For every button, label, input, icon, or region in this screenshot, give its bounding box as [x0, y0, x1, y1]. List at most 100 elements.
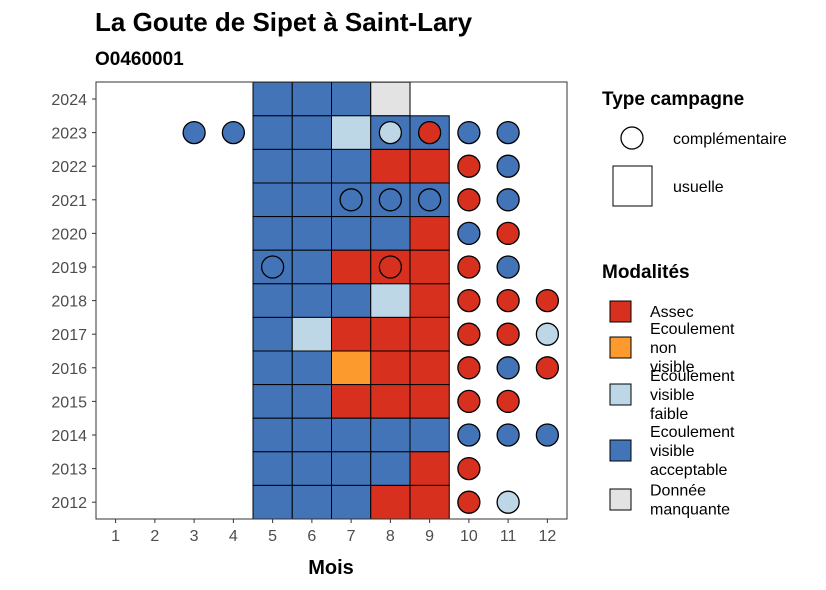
tile-2012-8 [370, 484, 411, 520]
y-axis: 2012 2013 2014 2015 2016 2017 2018 2019 2020 2021… [51, 92, 96, 512]
point-2017-10 [457, 322, 481, 346]
point-2023-3 [182, 120, 206, 145]
x-tick-label: 6 [307, 528, 316, 545]
tile-2020-7 [331, 216, 372, 251]
tile-2018-6 [291, 283, 332, 318]
usuelle-tiles [252, 81, 450, 520]
y-tick-label: 2012 [51, 495, 87, 512]
point-2016-10 [457, 356, 481, 380]
point-2018-11 [496, 288, 520, 313]
point-2014-10 [457, 423, 481, 447]
tile-2012-6 [291, 484, 332, 520]
tile-2022-7 [331, 148, 372, 184]
y-tick-label: 2024 [51, 92, 87, 109]
legend-key-ecoulement_non_visible [609, 336, 632, 359]
point-2012-11 [496, 490, 520, 514]
chart-subtitle: O0460001 [95, 49, 184, 70]
tile-2016-8 [370, 350, 411, 386]
tile-2020-8 [370, 216, 411, 251]
tile-2015-5 [252, 384, 293, 419]
x-tick-label: 4 [229, 528, 238, 545]
x-tick-label: 8 [386, 528, 395, 545]
point-2019-8 [378, 255, 403, 279]
point-2017-12 [535, 322, 560, 346]
tile-2017-5 [252, 316, 293, 352]
legend-label-ecoulement_non_visible: Ecoulement non visible [650, 321, 735, 376]
tile-2014-7 [331, 417, 372, 453]
tile-2024-7 [331, 81, 372, 117]
point-2018-10 [457, 288, 481, 313]
tile-2019-7 [331, 249, 372, 285]
x-tick-label: 12 [538, 528, 556, 545]
tile-2017-6 [291, 316, 332, 352]
point-2019-5 [260, 255, 285, 279]
point-2016-11 [496, 356, 520, 380]
legend-label-complementaire: complémentaire [673, 131, 787, 148]
tile-2017-7 [331, 316, 372, 352]
x-axis: 1 2 3 4 5 6 7 8 9 10 11 12 [111, 519, 556, 545]
point-2023-11 [496, 120, 520, 145]
tile-2022-9 [409, 148, 450, 184]
tile-2022-5 [252, 148, 293, 184]
tile-2018-9 [409, 283, 450, 318]
tile-2013-5 [252, 451, 293, 486]
tile-2012-5 [252, 484, 293, 520]
x-tick-label: 5 [268, 528, 277, 545]
x-tick-label: 1 [111, 528, 120, 545]
tile-2019-6 [291, 249, 332, 285]
tile-2014-8 [370, 417, 411, 453]
legend-campaign-title: Type campagne [602, 89, 744, 110]
y-tick-label: 2018 [51, 294, 87, 311]
point-2023-8 [378, 120, 403, 145]
tile-2018-7 [331, 283, 372, 318]
y-tick-label: 2023 [51, 126, 87, 143]
legend-campaign-items: complémentaire usuelle [612, 126, 787, 207]
point-2021-9 [417, 188, 442, 212]
tile-2018-5 [252, 283, 293, 318]
point-2023-9 [417, 120, 442, 145]
tile-2012-9 [409, 484, 450, 520]
tile-2012-7 [331, 484, 372, 520]
tile-2022-8 [370, 148, 411, 184]
x-tick-label: 10 [460, 528, 478, 545]
point-2023-10 [457, 120, 481, 145]
legend-key-complementaire [620, 126, 644, 150]
point-2022-11 [496, 154, 520, 178]
y-tick-label: 2015 [51, 394, 87, 411]
point-2020-10 [457, 221, 481, 246]
point-2019-10 [457, 255, 481, 279]
y-tick-label: 2014 [51, 428, 87, 445]
point-2021-10 [457, 188, 481, 212]
legend-label-donnee_manquante: Donnée manquante [650, 483, 730, 519]
tile-2013-6 [291, 451, 332, 486]
tile-2014-9 [409, 417, 450, 453]
x-tick-label: 3 [190, 528, 199, 545]
legend-key-usuelle [612, 165, 653, 207]
tile-2021-5 [252, 182, 293, 218]
tile-2013-8 [370, 451, 411, 486]
point-2015-10 [457, 389, 481, 414]
point-2019-11 [496, 255, 520, 279]
tile-2024-8 [370, 81, 411, 117]
point-2014-11 [496, 423, 520, 447]
y-tick-label: 2013 [51, 462, 87, 479]
x-tick-label: 11 [500, 528, 517, 545]
point-2017-11 [496, 322, 520, 346]
point-2013-10 [457, 456, 481, 481]
tile-2020-6 [291, 216, 332, 251]
tile-2019-9 [409, 249, 450, 285]
point-2015-11 [496, 389, 520, 414]
tile-2023-6 [291, 115, 332, 150]
tile-2016-5 [252, 350, 293, 386]
tile-2020-5 [252, 216, 293, 251]
y-tick-label: 2019 [51, 260, 87, 277]
tile-2016-9 [409, 350, 450, 386]
tile-2017-8 [370, 316, 411, 352]
legend: Type campagne complémentaire usuelle Moda… [602, 89, 787, 519]
x-tick-label: 7 [347, 528, 356, 545]
legend-key-ecoulement_visible_acceptable [609, 439, 632, 462]
x-tick-label: 9 [425, 528, 434, 545]
point-2021-7 [339, 188, 363, 212]
